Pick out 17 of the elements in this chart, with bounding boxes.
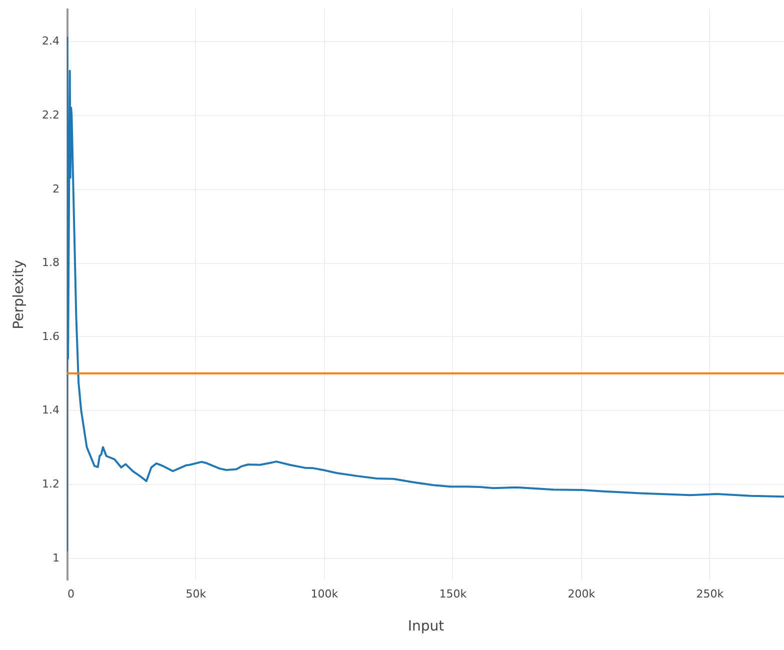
y-tick-label: 1.8 (42, 256, 60, 270)
y-tick-label: 1.2 (42, 478, 60, 491)
y-tick-label: 1 (52, 551, 60, 564)
x-axis-title: Input (408, 618, 445, 634)
y-tick-label: 2 (52, 182, 60, 196)
y-axis-title: Perplexity (11, 260, 28, 330)
x-tick-label: 250k (696, 588, 724, 600)
x-tick-label: 0 (68, 588, 74, 600)
y-tick-label: 1.4 (42, 404, 60, 417)
y-tick-label: 1.6 (42, 330, 60, 343)
y-tick-label: 2.2 (42, 108, 60, 122)
x-tick-label: 200k (568, 588, 596, 600)
x-tick-label: 150k (439, 588, 468, 600)
x-tick-label: 50k (186, 588, 207, 600)
y-tick-label: 2.4 (42, 34, 60, 48)
line-series (67, 36, 784, 552)
x-tick-label: 100k (310, 588, 339, 600)
